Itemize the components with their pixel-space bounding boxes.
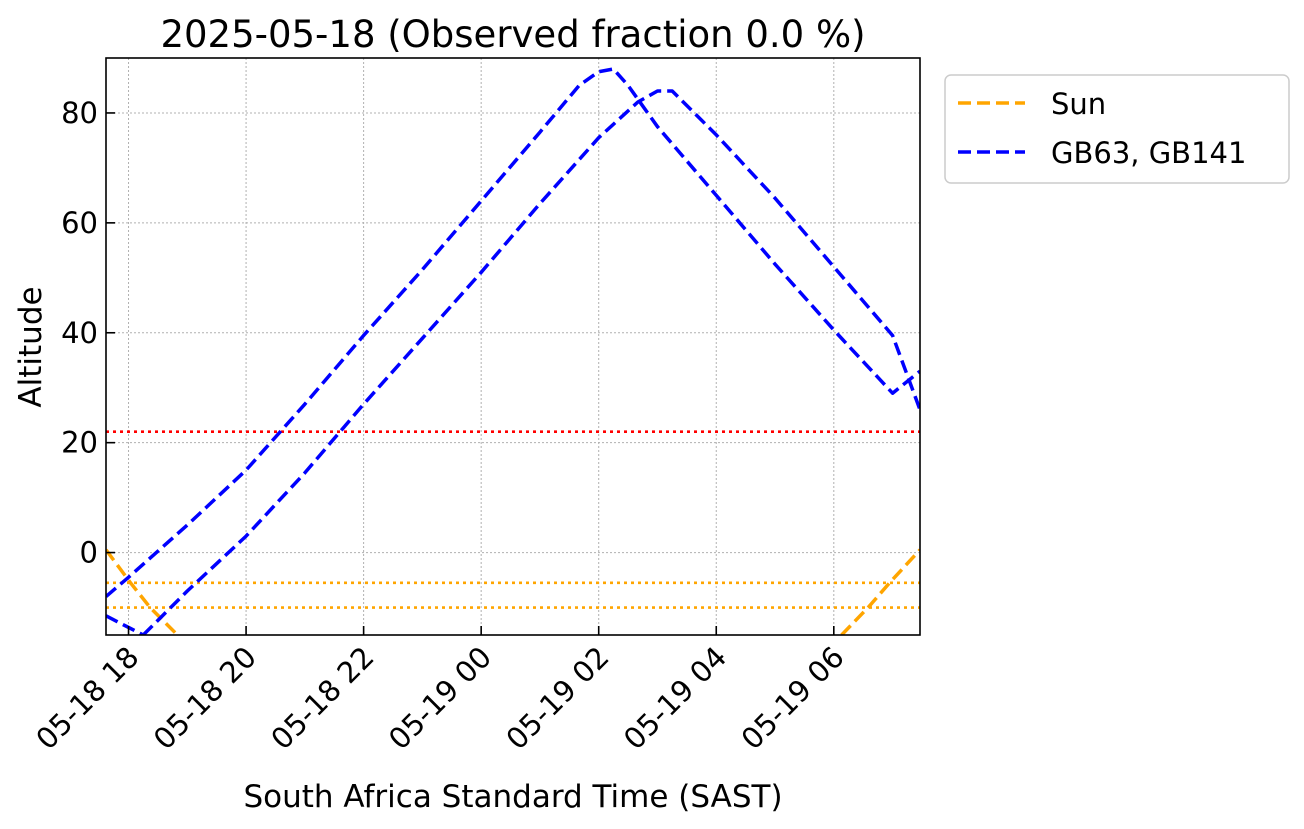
series-line-0 xyxy=(840,548,920,635)
x-axis-label: South Africa Standard Time (SAST) xyxy=(243,779,782,815)
chart-title: 2025-05-18 (Observed fraction 0.0 %) xyxy=(160,13,865,56)
x-tick-label: 05-18 20 xyxy=(147,640,263,756)
legend-label-targets: GB63, GB141 xyxy=(1051,136,1246,170)
y-axis-ticks: 0 20 40 60 80 xyxy=(61,96,115,570)
series-line-1 xyxy=(106,67,920,598)
y-tick-label: 0 xyxy=(80,536,98,570)
x-tick-label: 05-19 00 xyxy=(382,640,498,756)
x-tick-label: 05-19 02 xyxy=(499,640,615,756)
series-line-2 xyxy=(141,89,920,635)
y-axis-label: Altitude xyxy=(13,286,49,407)
legend: Sun GB63, GB141 xyxy=(944,74,1290,184)
reference-lines xyxy=(106,430,920,609)
y-tick-label: 80 xyxy=(61,96,98,130)
x-tick-label: 05-18 18 xyxy=(29,640,145,756)
grid xyxy=(106,58,920,635)
x-tick-label: 05-19 06 xyxy=(735,640,851,756)
x-tick-label: 05-19 04 xyxy=(617,640,733,756)
series-group xyxy=(106,67,920,635)
y-tick-label: 20 xyxy=(61,426,98,460)
plot-frame xyxy=(105,57,921,636)
legend-label-sun: Sun xyxy=(1051,87,1106,121)
series-line-1 xyxy=(106,614,145,635)
y-tick-label: 40 xyxy=(61,316,98,350)
legend-frame xyxy=(944,74,1290,184)
x-tick-label: 05-18 22 xyxy=(264,640,380,756)
x-axis-ticks: 05-18 18 05-18 20 05-18 22 05-19 00 05-19 02… xyxy=(29,626,851,756)
series-line-0 xyxy=(106,548,179,635)
y-tick-label: 60 xyxy=(61,206,98,240)
